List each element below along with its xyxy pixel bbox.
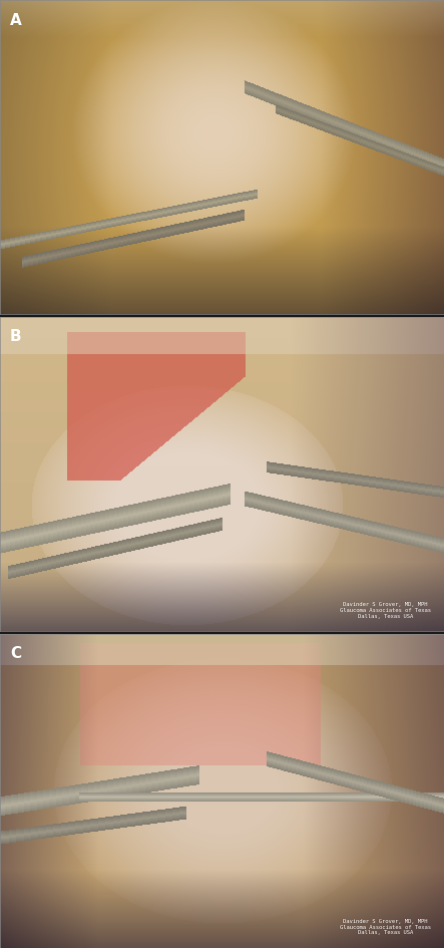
Text: Davinder S Grover, MD, MPH
Glaucoma Associates of Texas
Dallas, Texas USA: Davinder S Grover, MD, MPH Glaucoma Asso…: [340, 602, 431, 619]
Text: A: A: [10, 12, 21, 27]
Text: C: C: [10, 647, 21, 662]
Text: B: B: [10, 329, 21, 344]
Text: Davinder S Grover, MD, MPH
Glaucoma Associates of Texas
Dallas, Texas USA: Davinder S Grover, MD, MPH Glaucoma Asso…: [340, 919, 431, 936]
